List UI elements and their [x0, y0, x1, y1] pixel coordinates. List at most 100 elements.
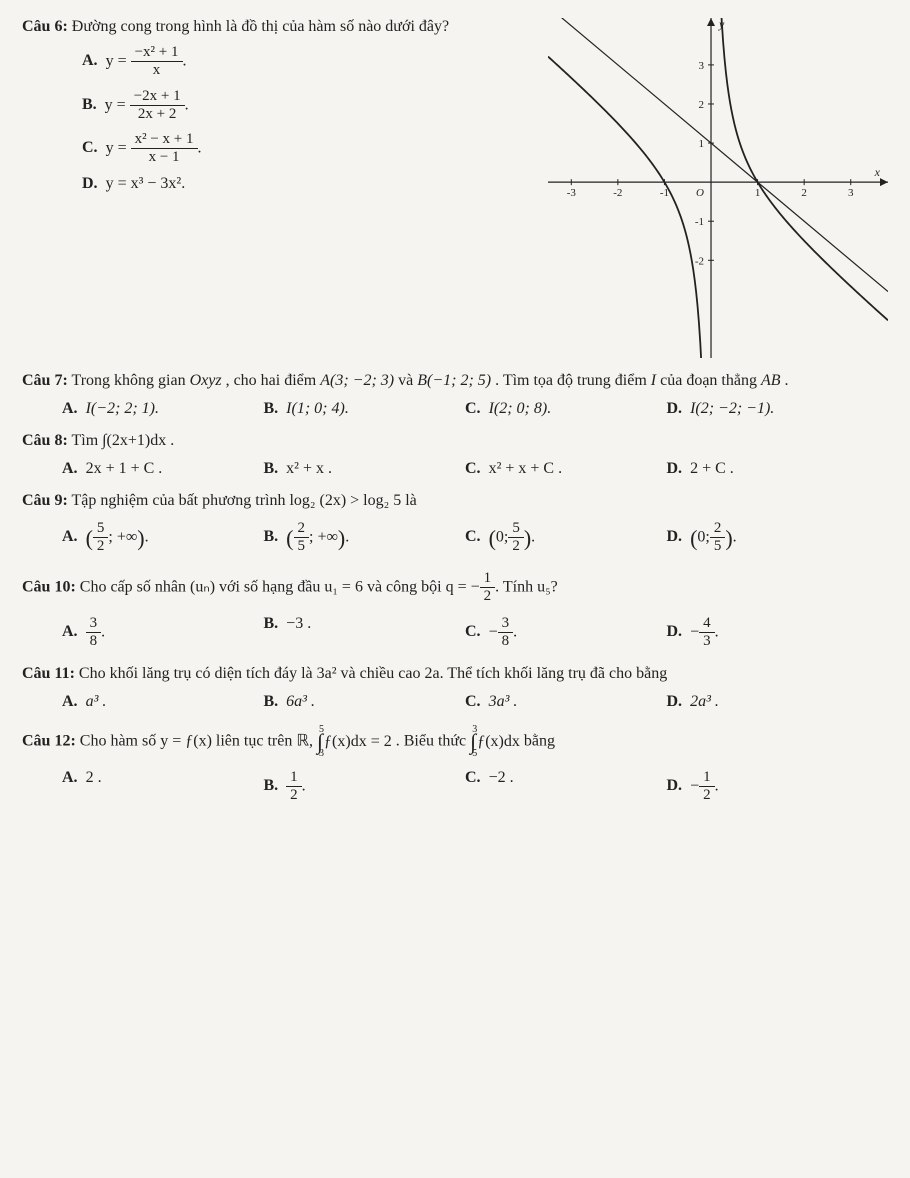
q10-c-n: 3: [498, 615, 514, 633]
q7-ab: AB: [761, 372, 781, 389]
q8-c: x² + x + C .: [489, 460, 563, 477]
q6-opt-b: B. y = −2x + 1 2x + 2 .: [82, 88, 548, 124]
q6-opt-c: C. y = x² − x + 1 x − 1 .: [82, 131, 548, 167]
q12-d-d: 2: [699, 787, 715, 804]
q9-prompt: Câu 9: Tập nghiệm của bất phương trình l…: [22, 492, 888, 510]
q12-label: Câu 12:: [22, 732, 76, 749]
q9-a-rest: ; +∞: [108, 528, 137, 545]
q8-int: ∫(2x+1)dx .: [102, 432, 174, 449]
q9-a-n: 5: [93, 520, 109, 538]
q7-oxyz: Oxyz: [190, 372, 222, 389]
q10-qd: 2: [480, 588, 496, 605]
q8-d: 2 + C .: [690, 460, 734, 477]
q7-dot: .: [785, 372, 789, 389]
q12-p3: bằng: [524, 732, 555, 749]
q11-b: 6a³ .: [286, 693, 315, 710]
q11-opt-d: D. 2a³ .: [667, 693, 869, 711]
q6-b-den: 2x + 2: [130, 106, 185, 123]
q7-c: I(2; 0; 8).: [489, 400, 552, 417]
q7-opt-c: C. I(2; 0; 8).: [465, 400, 667, 418]
q11-options: A. a³ . B. 6a³ . C. 3a³ . D. 2a³ .: [22, 693, 888, 711]
svg-text:O: O: [696, 187, 704, 199]
q7-d: I(2; −2; −1).: [690, 400, 774, 417]
q12-d-n: 1: [699, 769, 715, 787]
q9-label: Câu 9:: [22, 492, 68, 509]
q10-options: A. 38. B. −3 . C. −38. D. −43.: [22, 615, 888, 651]
q7-p1: Trong không gian: [72, 372, 190, 389]
q7-options: A. I(−2; 2; 1). B. I(1; 0; 4). C. I(2; 0…: [22, 400, 888, 418]
q9-p: Tập nghiệm của bất phương trình log₂ (2x…: [72, 492, 417, 509]
q8-opt-a: A. 2x + 1 + C .: [62, 460, 264, 478]
q9-options: A. (52; +∞). B. (25; +∞). C. (0;52). D. …: [22, 520, 888, 556]
svg-text:3: 3: [699, 60, 705, 72]
q6-c-lhs: y =: [106, 139, 127, 156]
q6-b-num: −2x + 1: [130, 88, 185, 106]
q6-c-num: x² − x + 1: [131, 131, 198, 149]
q7-b: I(1; 0; 4).: [286, 400, 349, 417]
q10-b: −3 .: [286, 615, 311, 632]
q7-p3: . Tìm tọa độ trung điểm: [495, 372, 651, 389]
svg-text:1: 1: [755, 187, 761, 199]
q12-d-pre: −: [690, 777, 699, 794]
q11-opt-a: A. a³ .: [62, 693, 264, 711]
svg-text:2: 2: [699, 99, 705, 111]
q10-d-pre: −: [690, 623, 699, 640]
q12-opt-b: B. 12.: [264, 769, 466, 805]
q10-prompt: Câu 10: Cho cấp số nhân (uₙ) với số hạng…: [22, 570, 888, 606]
q11-prompt: Câu 11: Cho khối lăng trụ có diện tích đ…: [22, 665, 888, 683]
q7-p2: , cho hai điểm: [226, 372, 321, 389]
q10-a-d: 8: [86, 633, 102, 650]
q9-d-pre: 0;: [697, 528, 709, 545]
q6-prompt: Câu 6: Đường cong trong hình là đồ thị c…: [22, 18, 548, 36]
q7-a: I(−2; 2; 1).: [86, 400, 159, 417]
q10-label: Câu 10:: [22, 578, 76, 595]
q8-opt-c: C. x² + x + C .: [465, 460, 667, 478]
q6-opt-d: D. y = x³ − 3x².: [82, 175, 548, 193]
q7-apt: A(3; −2; 3): [320, 372, 394, 389]
q9-d-d: 5: [710, 538, 726, 555]
q7-opt-b: B. I(1; 0; 4).: [264, 400, 466, 418]
q9-opt-c: C. (0;52).: [465, 520, 667, 556]
question-12: Câu 12: Cho hàm số y = ƒ(x) liên tục trê…: [22, 725, 888, 805]
q10-p1: Cho cấp số nhân (uₙ) với số hạng đầu u₁ …: [80, 578, 480, 595]
svg-text:-3: -3: [567, 187, 577, 199]
q7-and: và: [398, 372, 417, 389]
q9-opt-a: A. (52; +∞).: [62, 520, 264, 556]
q12-int1: ∫53 ƒ(x)dx = 2: [317, 725, 392, 759]
q12-opt-d: D. −12.: [667, 769, 869, 805]
svg-text:x: x: [874, 165, 881, 179]
q11-p: Cho khối lăng trụ có diện tích đáy là 3a…: [79, 665, 667, 682]
q9-c-pre: 0;: [496, 528, 508, 545]
question-6: Câu 6: Đường cong trong hình là đồ thị c…: [22, 18, 888, 358]
q6-b-lhs: y =: [105, 96, 126, 113]
svg-text:-2: -2: [695, 255, 704, 267]
question-11: Câu 11: Cho khối lăng trụ có diện tích đ…: [22, 665, 888, 711]
svg-text:3: 3: [848, 187, 854, 199]
q9-opt-b: B. (25; +∞).: [264, 520, 466, 556]
q7-p4: của đoạn thẳng: [660, 372, 761, 389]
question-9: Câu 9: Tập nghiệm của bất phương trình l…: [22, 492, 888, 556]
q6-text-col: Câu 6: Đường cong trong hình là đồ thị c…: [22, 18, 548, 201]
q6-opt-a: A. y = −x² + 1 x .: [82, 44, 548, 80]
q7-opt-a: A. I(−2; 2; 1).: [62, 400, 264, 418]
q6-graph-holder: -3-2-1123-2-1123Oyx: [548, 18, 888, 358]
q8-label: Câu 8:: [22, 432, 68, 449]
q12-b-d: 2: [286, 787, 302, 804]
q6-c-frac: x² − x + 1 x − 1: [131, 131, 198, 167]
q8-b: x² + x .: [286, 460, 332, 477]
q7-label: Câu 7:: [22, 372, 68, 389]
q11-label: Câu 11:: [22, 665, 75, 682]
q6-options: A. y = −x² + 1 x . B. y = −2x + 1 2x + 2…: [22, 44, 548, 193]
q9-a-d: 2: [93, 538, 109, 555]
q12-p2: . Biểu thức: [396, 732, 470, 749]
q10-opt-b: B. −3 .: [264, 615, 466, 651]
q11-c: 3a³ .: [489, 693, 518, 710]
q9-b-rest: ; +∞: [309, 528, 338, 545]
q12-int2: ∫35 ƒ(x)dx: [470, 725, 520, 759]
q10-c-d: 8: [498, 633, 514, 650]
q10-opt-a: A. 38.: [62, 615, 264, 651]
q6-a-lhs: y =: [106, 52, 127, 69]
q12-b-n: 1: [286, 769, 302, 787]
q7-i: I: [651, 372, 656, 389]
q9-c-n: 5: [508, 520, 524, 538]
